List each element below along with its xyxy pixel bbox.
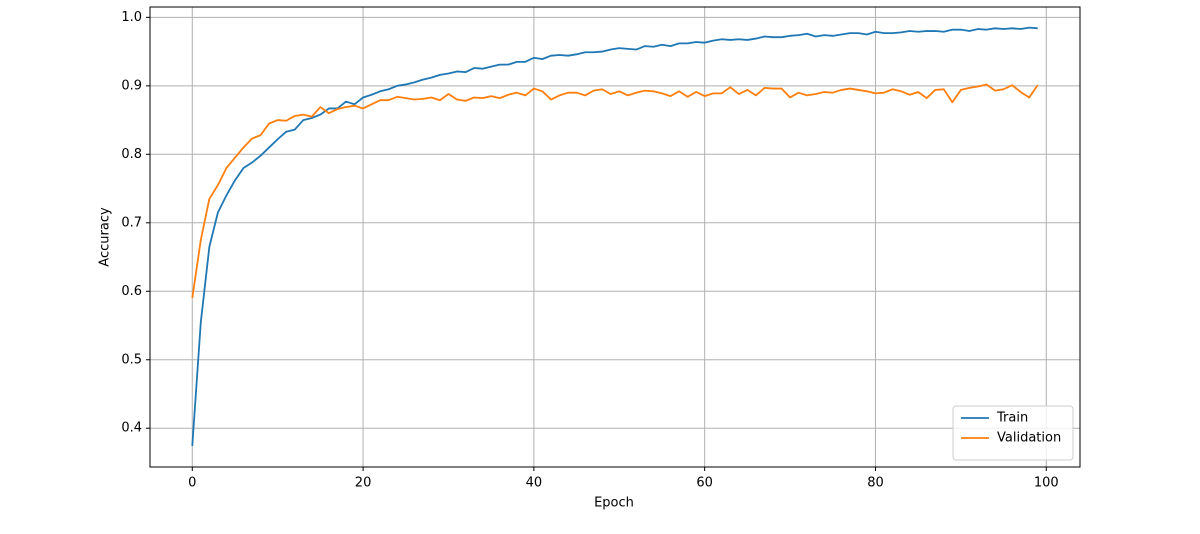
x-tick-label: 40 (526, 476, 543, 491)
y-tick-label: 1.0 (121, 10, 142, 25)
y-tick-label: 0.5 (121, 352, 142, 367)
x-axis-label: Epoch (594, 496, 634, 511)
y-tick-label: 0.9 (121, 78, 142, 93)
y-tick-label: 0.7 (121, 215, 142, 230)
legend-label: Validation (997, 431, 1061, 446)
y-tick-label: 0.8 (121, 147, 142, 162)
x-tick-label: 80 (867, 476, 884, 491)
series-line (191, 83, 1039, 299)
y-tick-label: 0.4 (121, 421, 142, 436)
y-axis-label: Accuracy (98, 207, 113, 267)
legend-label: Train (996, 411, 1028, 426)
series-line (191, 26, 1038, 447)
x-tick-label: 60 (696, 476, 713, 491)
x-tick-label: 0 (188, 476, 196, 491)
legend: Train Validation (952, 405, 1074, 461)
x-tick-label: 20 (355, 476, 372, 491)
x-tick-label: 100 (1034, 476, 1059, 491)
y-tick-label: 0.6 (121, 284, 142, 299)
legend-box (952, 405, 1074, 461)
plot-frame (149, 6, 1081, 468)
